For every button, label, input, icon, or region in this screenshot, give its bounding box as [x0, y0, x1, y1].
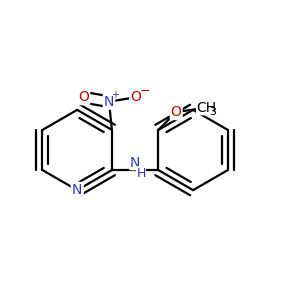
Text: N: N — [104, 95, 114, 109]
Text: O: O — [171, 105, 182, 119]
Text: O: O — [130, 90, 141, 104]
Text: N: N — [130, 156, 140, 170]
Text: 3: 3 — [209, 107, 216, 117]
Text: H: H — [136, 167, 146, 179]
Text: N: N — [72, 183, 83, 197]
Text: +: + — [112, 90, 119, 100]
Text: O: O — [78, 90, 89, 104]
Text: −: − — [140, 85, 150, 98]
Text: CH: CH — [197, 100, 217, 115]
